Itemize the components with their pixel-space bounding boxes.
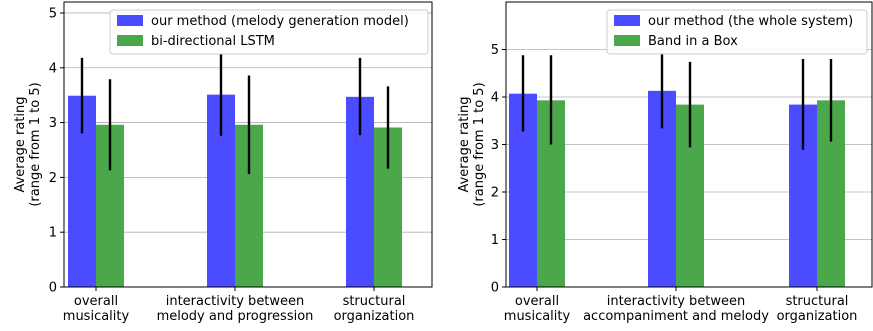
x-tick-label: interactivity between (166, 294, 305, 309)
y-tick-label: 2 (491, 186, 499, 201)
legend-swatch (117, 35, 143, 46)
y-tick-label: 4 (49, 61, 57, 76)
y-tick-label: 3 (491, 138, 499, 153)
x-tick-label: organization (334, 309, 415, 324)
legend-swatch (614, 35, 640, 46)
x-tick-label: structural (786, 294, 849, 309)
y-axis-label: Average rating (457, 96, 472, 192)
x-tick-label: musicality (63, 309, 130, 324)
x-tick-label: interactivity between (607, 294, 746, 309)
legend-label: bi-directional LSTM (151, 34, 275, 49)
y-tick-label: 2 (49, 171, 57, 186)
legend-swatch (614, 15, 640, 26)
y-tick-label: 5 (491, 43, 499, 58)
x-tick-label: organization (777, 309, 858, 324)
x-tick-label: overall (515, 294, 559, 309)
axes-frame (63, 1, 433, 288)
y-tick-label: 1 (491, 233, 499, 248)
legend-label: our method (melody generation model) (151, 14, 409, 29)
legend-label: Band in a Box (648, 34, 738, 49)
x-tick-label: overall (74, 294, 118, 309)
y-tick-label: 1 (49, 226, 57, 241)
y-tick-label: 4 (491, 91, 499, 106)
y-tick-label: 3 (49, 116, 57, 131)
x-tick-label: melody and progression (157, 309, 314, 324)
legend-swatch (117, 15, 143, 26)
legend-box (606, 9, 868, 55)
axes-frame (505, 1, 873, 288)
x-tick-label: musicality (504, 309, 571, 324)
y-axis-label: Average rating (13, 96, 28, 192)
legend-box (109, 9, 429, 55)
x-tick-label: accompaniment and melody (583, 309, 769, 324)
y-tick-label: 0 (491, 281, 499, 296)
y-axis-label: (range from 1 to 5) (28, 82, 43, 206)
legend-label: our method (the whole system) (648, 14, 853, 29)
x-tick-label: structural (343, 294, 406, 309)
y-tick-label: 5 (49, 6, 57, 21)
y-tick-label: 0 (49, 281, 57, 296)
y-axis-label: (range from 1 to 5) (472, 82, 487, 206)
